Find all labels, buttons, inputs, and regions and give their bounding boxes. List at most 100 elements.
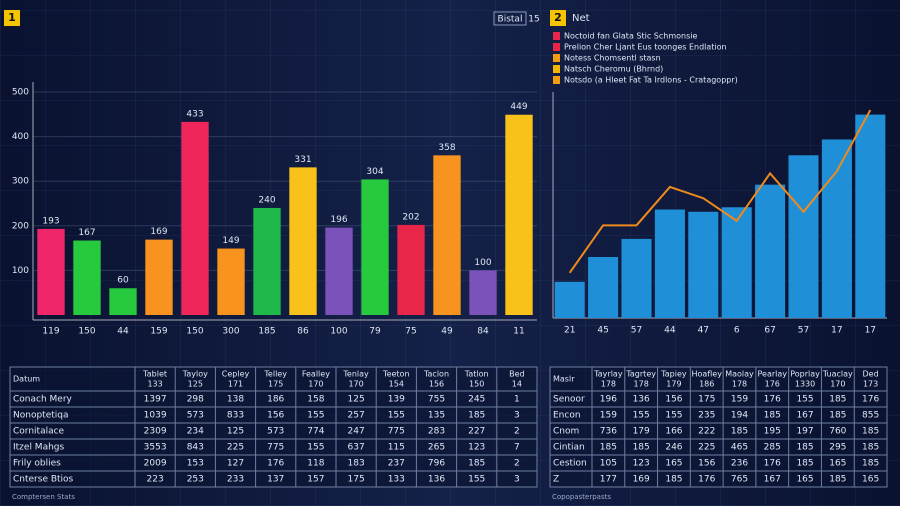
table-cell: 227 [468,427,485,437]
tag-num: 15 [528,15,539,25]
x-tick-label: 49 [441,327,453,337]
bar [554,281,585,318]
table-cell: 765 [731,475,748,485]
table-cell: 194 [731,411,748,421]
table-header: 1330 [795,380,815,389]
legend-label: Notsdo (a Hleet Fat Ta Irdlons - Cratago… [564,76,738,85]
legend-swatch [553,32,560,40]
table-cell: 573 [187,411,204,421]
table-cell: 185 [862,459,879,469]
table-cell: 285 [764,443,781,453]
table-cell: 637 [348,443,365,453]
table-header: Ded [863,370,879,379]
tag-box [493,11,527,26]
table-cell: 179 [633,427,650,437]
table-cell: 185 [665,475,682,485]
panel-title: Net [572,13,590,24]
table-cell: 155 [307,411,324,421]
table-cell: 235 [698,411,715,421]
table-cell: 225 [227,443,244,453]
table-header: Pearlay [758,370,788,379]
table-cell: 185 [764,411,781,421]
table-header: 175 [268,380,283,389]
table-cell: 177 [600,475,617,485]
data-label: 149 [222,236,239,246]
table-cell: 222 [698,427,715,437]
table-header: Tuaclay [822,370,853,379]
data-label: 169 [150,227,167,237]
table-cell: 774 [307,427,324,437]
legend-swatch [553,54,560,62]
table-cell: 185 [468,411,485,421]
table-cell: 139 [388,395,405,405]
table-header: Tayloy [182,370,208,379]
table-header: 178 [634,380,649,389]
table-cell: Itzel Mahgs [13,443,65,453]
table-cell: 185 [829,395,846,405]
table-cell: 465 [731,443,748,453]
table-cell: 159 [600,411,617,421]
table-cell: 165 [665,459,682,469]
bar [654,209,685,318]
table-footer: Copopasterpasts [552,493,611,501]
table-cell: Cintian [553,443,585,453]
data-label: 100 [474,258,491,268]
table-header: Teeton [382,370,409,379]
table-cell: 195 [764,427,781,437]
bar [621,238,652,318]
table-cell: 159 [731,395,748,405]
table-frame [9,366,538,488]
x-tick-label: 150 [78,327,95,337]
table-cell: 176 [764,459,781,469]
table-cell: 175 [348,475,365,485]
table-header: Maolay [725,370,754,379]
data-label: 449 [510,102,527,112]
x-tick-label: 100 [330,327,347,337]
x-tick-label: 159 [150,327,167,337]
table-cell: 155 [633,411,650,421]
table-cell: 760 [829,427,846,437]
table-cell: 246 [665,443,682,453]
data-label: 193 [42,216,59,226]
legend-label: Noctoid fan Glata Stic Schmonsie [564,32,697,41]
table-header: 125 [188,380,203,389]
table-cell: 736 [600,427,617,437]
bar [289,167,317,315]
table-header: 171 [228,380,243,389]
table-cell: 156 [698,459,715,469]
table-frame [549,366,888,488]
data-label: 202 [402,212,419,222]
table-cell: 2 [514,459,520,469]
table-cell: 105 [600,459,617,469]
table-cell: 1039 [144,411,167,421]
table-cell: 245 [468,395,485,405]
badge: 1 [8,11,16,24]
table-cell: 185 [468,459,485,469]
y-tick-label: 500 [12,88,29,98]
table-header: Bed [509,370,525,379]
x-tick-label: 185 [258,327,275,337]
badge-box [550,10,566,26]
table-cell: Z [553,475,559,485]
bar [253,207,281,315]
bar [469,270,497,315]
table-cell: 298 [187,395,204,405]
legend-label: Prelion Cher Ljant Eus toonges Endlation [564,43,727,52]
table-cell: 155 [388,411,405,421]
table-cell: 197 [796,427,813,437]
data-label: 240 [258,195,275,205]
badge: 2 [554,11,562,24]
table-header: 14 [512,380,522,389]
table-cell: 156 [267,411,284,421]
table-cell: 855 [862,411,879,421]
table-cell: 127 [227,459,244,469]
bar [688,211,719,318]
table-cell: 165 [829,459,846,469]
table-header: 150 [469,380,484,389]
table-cell: 237 [388,459,405,469]
table-cell: 123 [633,459,650,469]
data-label: 358 [438,143,455,153]
table-cell: 295 [829,443,846,453]
bar [588,256,619,318]
table-header: 186 [699,380,714,389]
